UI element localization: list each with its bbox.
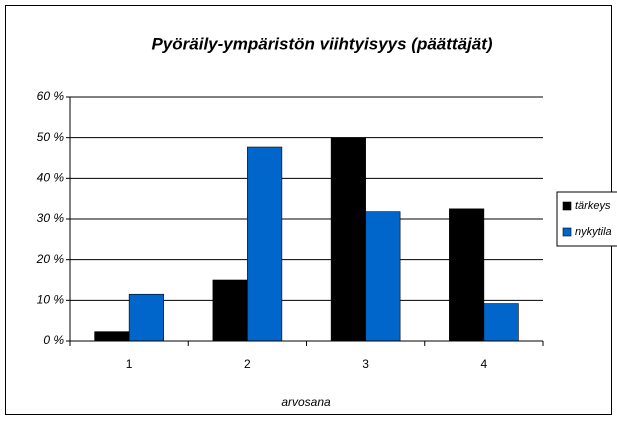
legend-label: nykytila [575,226,612,238]
chart-title: Pyöräily-ympäristön viihtyisyys (päättäj… [151,34,492,53]
bar [212,279,248,342]
bar [483,303,519,342]
bar [94,331,130,342]
x-axis-label: arvosana [281,395,331,409]
bar [247,146,283,342]
y-tick-label: 60 % [37,89,65,103]
x-tick-label: 1 [126,357,133,371]
bar [128,293,164,342]
x-tick-label: 2 [244,357,251,371]
y-tick-label: 0 % [43,333,64,347]
legend-box [556,191,617,247]
legend-swatch [562,227,572,237]
bar [365,211,401,342]
y-tick-label: 50 % [37,130,65,144]
y-tick-label: 30 % [37,211,65,225]
y-tick-label: 40 % [37,171,65,185]
legend-swatch [562,201,572,211]
legend-label: tärkeys [575,200,611,212]
y-tick-label: 10 % [37,293,65,307]
bar [449,208,485,342]
chart-frame [5,5,612,415]
x-tick-label: 4 [481,357,488,371]
x-tick-label: 3 [362,357,369,371]
bar [330,137,366,342]
y-tick-label: 20 % [36,252,65,266]
